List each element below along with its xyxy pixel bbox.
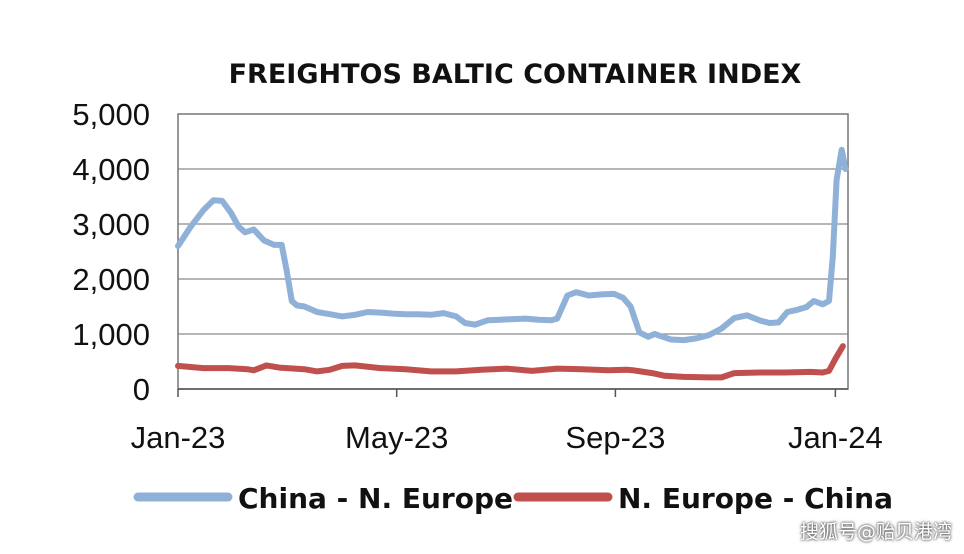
y-tick-label: 0 bbox=[133, 372, 150, 407]
x-tick-label: Jan-24 bbox=[788, 420, 883, 455]
legend-label-china-n-europe: China - N. Europe bbox=[238, 482, 513, 515]
watermark-text: 搜狐号@贻贝港湾 bbox=[799, 521, 952, 543]
y-tick-label: 3,000 bbox=[72, 207, 150, 242]
x-tick-label: May-23 bbox=[345, 420, 448, 455]
x-axis-ticks: Jan-23 May-23 Sep-23 Jan-24 bbox=[131, 389, 883, 455]
legend: China - N. Europe N. Europe - China bbox=[133, 482, 893, 515]
y-tick-label: 4,000 bbox=[72, 152, 150, 187]
series-layer bbox=[175, 146, 849, 381]
series-line-china-n-europe bbox=[175, 146, 849, 344]
series-line-n-europe-china bbox=[175, 343, 846, 381]
y-tick-label: 5,000 bbox=[72, 97, 150, 132]
y-tick-label: 1,000 bbox=[72, 317, 150, 352]
y-axis-ticks: 0 1,000 2,000 3,000 4,000 5,000 bbox=[72, 97, 150, 407]
y-tick-label: 2,000 bbox=[72, 262, 150, 297]
gridlines bbox=[178, 168, 848, 335]
x-tick-label: Jan-23 bbox=[131, 420, 226, 455]
chart-title: FREIGHTOS BALTIC CONTAINER INDEX bbox=[229, 59, 802, 90]
x-tick-label: Sep-23 bbox=[565, 420, 665, 455]
plot-area-frame bbox=[177, 113, 849, 390]
legend-label-n-europe-china: N. Europe - China bbox=[618, 482, 893, 515]
